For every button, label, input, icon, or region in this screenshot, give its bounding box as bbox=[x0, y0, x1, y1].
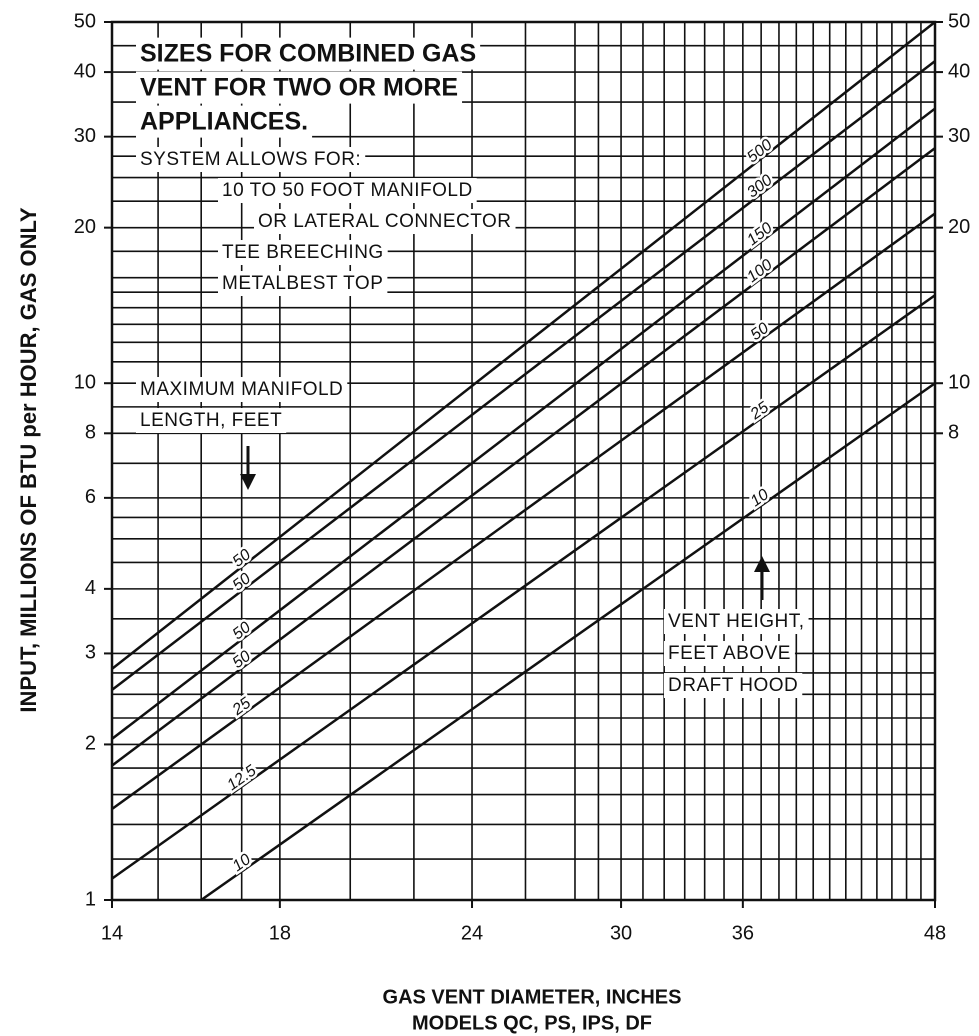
arrow-head bbox=[240, 474, 256, 490]
manifold-note: LENGTH, FEET bbox=[140, 410, 282, 431]
vent-line bbox=[111, 294, 936, 880]
text-background bbox=[218, 240, 388, 266]
note: 10 TO 50 FOOT MANIFOLD bbox=[222, 180, 473, 201]
vent-label: 10 bbox=[748, 486, 772, 510]
y-tick-label: 3 bbox=[85, 642, 96, 664]
manifold-label: 25 bbox=[229, 695, 254, 720]
vent-line bbox=[111, 147, 936, 767]
y2-tick-label: 8 bbox=[948, 422, 959, 444]
x-axis-label: GAS VENT DIAMETER, INCHES bbox=[383, 986, 682, 1008]
plot-frame bbox=[110, 20, 937, 902]
y-tick-label: 2 bbox=[85, 733, 96, 755]
y2-tick-label: 20 bbox=[948, 216, 970, 238]
vent-line bbox=[111, 60, 936, 691]
vent-note: VENT HEIGHT, bbox=[668, 611, 805, 632]
x-tick-label: 36 bbox=[732, 922, 754, 944]
x-tick-label: 18 bbox=[269, 922, 291, 944]
y2-tick-label: 30 bbox=[948, 125, 970, 147]
text-background bbox=[136, 147, 366, 173]
text-background bbox=[664, 609, 809, 635]
y-tick-label: 4 bbox=[85, 577, 96, 599]
x-tick-label: 24 bbox=[461, 922, 483, 944]
y2-tick-label: 40 bbox=[948, 60, 970, 82]
text-background bbox=[136, 37, 481, 70]
vent-label: 50 bbox=[748, 320, 772, 344]
text-background bbox=[218, 271, 388, 297]
y-axis-label: INPUT, MILLIONS OF BTU per HOUR, GAS ONL… bbox=[16, 207, 41, 713]
vent-label: 500 bbox=[744, 136, 776, 166]
x-tick-label: 30 bbox=[610, 922, 632, 944]
note: OR LATERAL CONNECTOR bbox=[258, 211, 512, 232]
x-tick-label: 48 bbox=[924, 922, 946, 944]
y-tick-label: 8 bbox=[85, 422, 96, 444]
manifold-label: 50 bbox=[230, 648, 255, 672]
vent-label: 150 bbox=[744, 219, 776, 249]
y-tick-label: 40 bbox=[74, 60, 96, 82]
manifold-label: 10 bbox=[230, 851, 254, 875]
text-background bbox=[664, 641, 795, 667]
y-tick-label: 30 bbox=[74, 125, 96, 147]
manifold-label: 50 bbox=[230, 619, 255, 643]
vent-note: DRAFT HOOD bbox=[668, 675, 798, 696]
text-background bbox=[218, 178, 477, 204]
vent-label: 25 bbox=[747, 399, 772, 424]
annotations: 5005030050150501005050252512.51010SIZES … bbox=[136, 37, 809, 878]
note: METALBEST TOP bbox=[222, 273, 383, 294]
text-background bbox=[136, 377, 348, 403]
arrow-head bbox=[754, 556, 770, 572]
text-background bbox=[664, 673, 803, 699]
chart-title: SIZES FOR COMBINED GAS bbox=[140, 40, 476, 68]
chart-title: APPLIANCES. bbox=[140, 108, 308, 136]
lines bbox=[111, 21, 936, 902]
x-axis-label: MODELS QC, PS, IPS, DF bbox=[412, 1012, 652, 1034]
vent-line bbox=[111, 21, 936, 670]
vent-line bbox=[111, 212, 936, 811]
text-background bbox=[136, 71, 463, 104]
note: TEE BREECHING bbox=[222, 242, 384, 263]
y2-tick-label: 50 bbox=[948, 10, 970, 32]
text-background bbox=[136, 105, 313, 138]
x-tick-label: 14 bbox=[101, 922, 123, 944]
vent-line bbox=[200, 382, 936, 902]
y-tick-label: 50 bbox=[74, 10, 96, 32]
y-tick-label: 20 bbox=[74, 216, 96, 238]
y-tick-label: 6 bbox=[85, 486, 96, 508]
text-background bbox=[254, 209, 516, 235]
text-background bbox=[136, 408, 287, 434]
manifold-label: 50 bbox=[230, 546, 255, 570]
y-tick-label: 1 bbox=[85, 888, 96, 910]
note: SYSTEM ALLOWS FOR: bbox=[140, 149, 361, 170]
y-tick-label: 10 bbox=[74, 371, 96, 393]
chart-title: VENT FOR TWO OR MORE bbox=[140, 74, 458, 102]
manifold-note: MAXIMUM MANIFOLD bbox=[140, 379, 343, 400]
vent-note: FEET ABOVE bbox=[668, 643, 791, 664]
y2-tick-label: 10 bbox=[948, 371, 970, 393]
vent-label: 100 bbox=[744, 256, 776, 286]
vent-line bbox=[111, 107, 936, 740]
vent-label: 300 bbox=[744, 172, 776, 202]
